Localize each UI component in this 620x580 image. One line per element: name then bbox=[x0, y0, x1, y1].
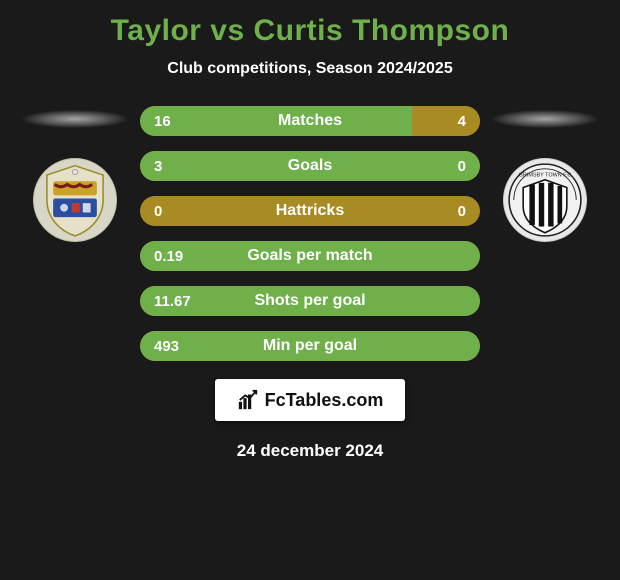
stat-bar: 0Hattricks0 bbox=[140, 196, 480, 226]
subtitle: Club competitions, Season 2024/2025 bbox=[167, 60, 452, 78]
comparison-card: Taylor vs Curtis Thompson Club competiti… bbox=[0, 0, 620, 471]
stat-label: Matches bbox=[140, 112, 480, 130]
club-crest-right: GRIMSBY TOWN F.C bbox=[503, 158, 587, 242]
stat-label: Goals per match bbox=[140, 247, 480, 265]
stat-bar: 11.67Shots per goal bbox=[140, 286, 480, 316]
stat-bar: 16Matches4 bbox=[140, 106, 480, 136]
stat-value-right: 0 bbox=[458, 158, 466, 175]
brand-badge[interactable]: FcTables.com bbox=[215, 379, 406, 421]
stat-bar: 0.19Goals per match bbox=[140, 241, 480, 271]
stat-label: Shots per goal bbox=[140, 292, 480, 310]
stat-value-right: 0 bbox=[458, 203, 466, 220]
stat-label: Min per goal bbox=[140, 337, 480, 355]
stat-bar: 3Goals0 bbox=[140, 151, 480, 181]
main-row: 16Matches43Goals00Hattricks00.19Goals pe… bbox=[0, 106, 620, 361]
date-label: 24 december 2024 bbox=[237, 441, 384, 461]
left-player-col bbox=[20, 106, 130, 242]
stat-label: Goals bbox=[140, 157, 480, 175]
stats-bars: 16Matches43Goals00Hattricks00.19Goals pe… bbox=[130, 106, 490, 361]
stat-bar: 493Min per goal bbox=[140, 331, 480, 361]
club-crest-left bbox=[33, 158, 117, 242]
brand-label: FcTables.com bbox=[265, 390, 384, 411]
right-player-col: GRIMSBY TOWN F.C bbox=[490, 106, 600, 242]
stat-label: Hattricks bbox=[140, 202, 480, 220]
player-shadow-left bbox=[22, 110, 128, 128]
shield-icon bbox=[36, 161, 114, 239]
svg-text:GRIMSBY TOWN F.C: GRIMSBY TOWN F.C bbox=[519, 173, 572, 179]
stat-value-right: 4 bbox=[458, 113, 466, 130]
page-title: Taylor vs Curtis Thompson bbox=[111, 14, 510, 48]
stripes-crest-icon: GRIMSBY TOWN F.C bbox=[506, 161, 584, 239]
player-shadow-right bbox=[492, 110, 598, 128]
chart-icon bbox=[237, 389, 259, 411]
